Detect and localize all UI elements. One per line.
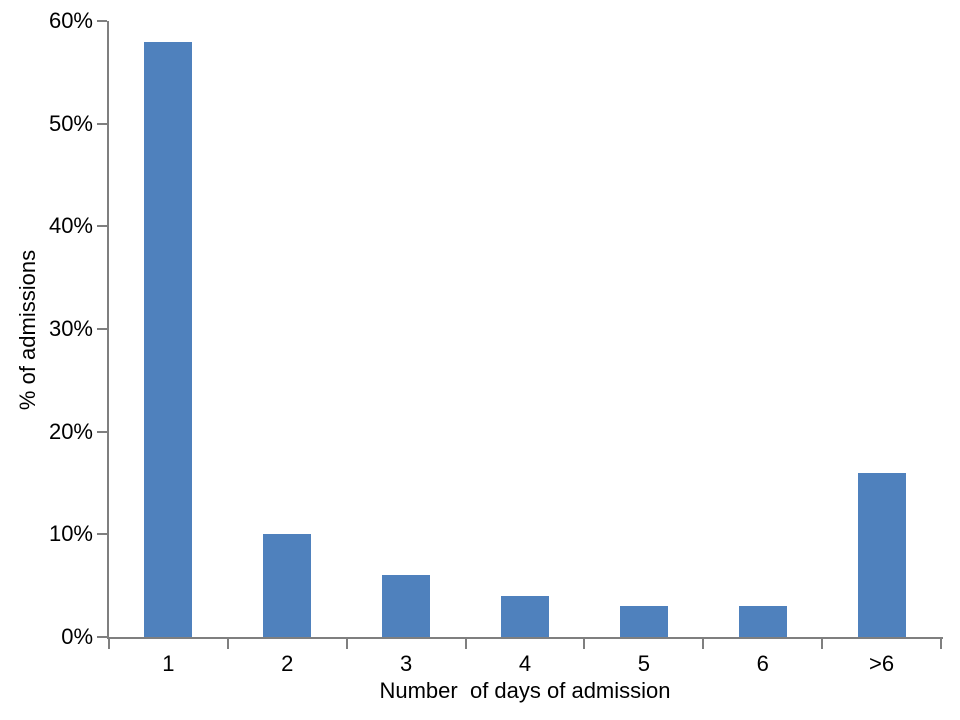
x-axis-tick [583,639,586,649]
y-axis-tick-label: 60% [48,8,93,33]
y-axis-tick-label: 20% [48,418,93,444]
x-axis-tick [226,639,229,649]
bar [144,41,193,637]
bar [738,606,787,637]
x-axis-tick [821,639,824,649]
x-axis-tick [108,639,110,649]
x-category-label: 2 [281,651,294,676]
x-axis-tick [464,639,467,649]
x-axis-title: Number of days of admission [379,678,671,703]
y-axis-tick-label: 0% [61,624,93,649]
y-axis-tick [97,20,107,22]
y-axis-tick [97,122,107,125]
x-axis-tick [345,639,348,649]
y-axis-tick [97,533,107,536]
x-category-label: 3 [400,651,413,676]
x-category-label: >6 [869,651,895,676]
x-axis-line [107,637,943,639]
x-category-label: 1 [162,651,175,676]
bar [382,575,431,637]
y-axis-tick [97,225,107,228]
y-axis-tick-label: 30% [48,316,93,341]
x-axis-tick [940,639,942,649]
x-category-label: 5 [637,651,650,676]
x-category-label: 6 [756,651,769,676]
y-axis-tick-label: 10% [48,521,93,547]
bar [501,595,549,637]
y-axis-tick-label: 40% [48,213,93,239]
bar [263,534,312,637]
y-axis-tick [97,636,107,638]
y-axis-tick [97,430,107,433]
x-axis-tick [702,639,705,649]
bar [857,472,906,637]
y-axis-tick [97,328,107,330]
y-axis-line [107,21,109,639]
x-category-label: 4 [518,651,532,676]
y-axis-tick-label: 50% [48,110,93,136]
bar [619,606,668,637]
